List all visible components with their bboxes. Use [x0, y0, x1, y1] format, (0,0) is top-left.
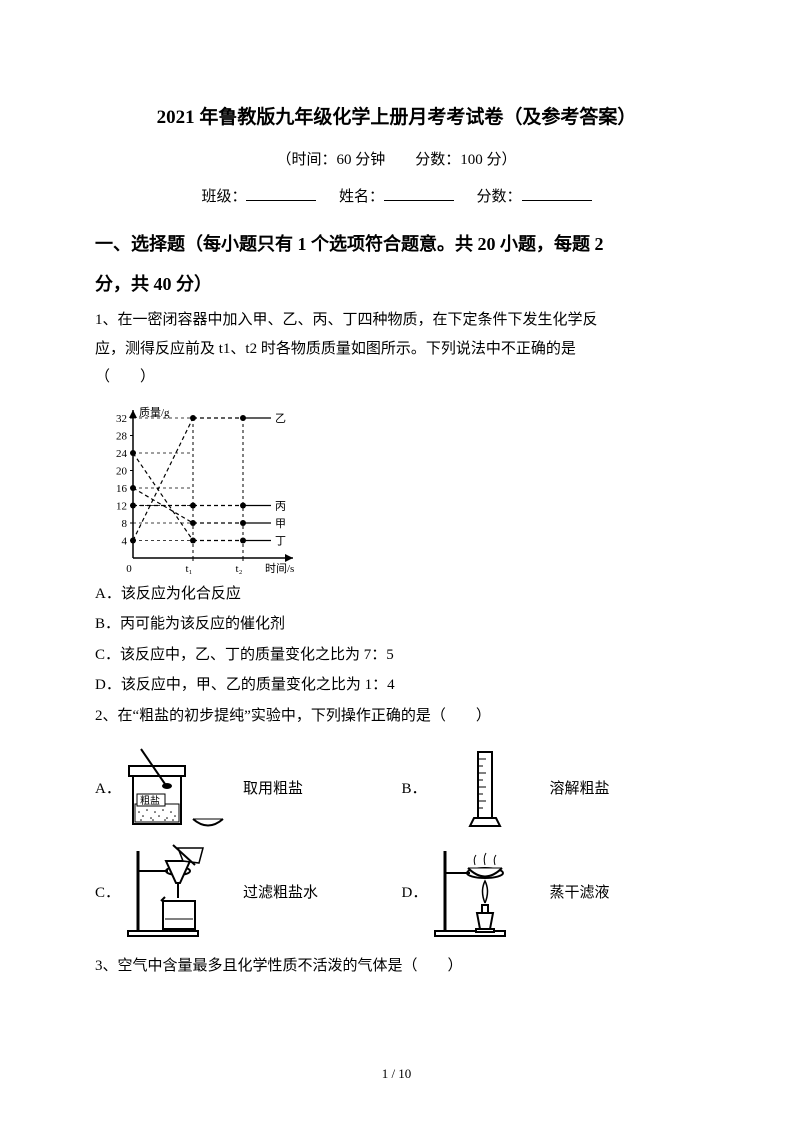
svg-text:8: 8 — [122, 518, 128, 530]
q1-option-d[interactable]: D．该反应中，甲、乙的质量变化之比为 1：4 — [95, 671, 698, 700]
svg-text:丁: 丁 — [275, 535, 286, 547]
q2-a-letter: A． — [95, 775, 113, 804]
svg-text:甲: 甲 — [275, 518, 286, 530]
svg-text:时间/s: 时间/s — [265, 562, 294, 575]
time-score-line: （时间：60 分钟 分数：100 分） — [95, 146, 698, 175]
q2-b-figure — [430, 744, 540, 834]
q2-c-letter: C． — [95, 879, 113, 908]
q2-row-1: A． — [95, 744, 698, 834]
section-1-heading-l2: 分，共 40 分） — [95, 265, 698, 305]
svg-text:24: 24 — [116, 448, 128, 460]
svg-text:质量/g: 质量/g — [139, 406, 170, 419]
q1-stem-line2: 应，测得反应前及 t1、t2 时各物质质量如图所示。下列说法中不正确的是 — [95, 335, 698, 364]
svg-text:t₂: t₂ — [236, 563, 243, 575]
class-blank[interactable] — [246, 185, 316, 201]
q1-stem-line1: 1、在一密闭容器中加入甲、乙、丙、丁四种物质，在下定条件下发生化学反 — [95, 306, 698, 335]
q2-d-letter: D． — [402, 879, 420, 908]
q1-option-c[interactable]: C．该反应中，乙、丁的质量变化之比为 7：5 — [95, 641, 698, 670]
q2-c-label: 过滤粗盐水 — [243, 879, 318, 908]
q2-a-figure: 粗盐 — [123, 744, 233, 834]
svg-text:丙: 丙 — [275, 500, 286, 512]
section-1-heading-l1: 一、选择题（每小题只有 1 个选项符合题意。共 20 小题，每题 2 — [95, 225, 698, 265]
class-label: 班级： — [201, 189, 246, 205]
svg-text:4: 4 — [122, 535, 128, 547]
svg-text:32: 32 — [116, 413, 127, 425]
question-2: 2、在“粗盐的初步提纯”实验中，下列操作正确的是（ ） A． — [95, 702, 698, 939]
q3-stem: 3、空气中含量最多且化学性质不活泼的气体是（ ） — [95, 952, 698, 981]
svg-text:乙: 乙 — [275, 412, 286, 425]
q2-row-2: C． — [95, 848, 698, 938]
svg-text:t₁: t₁ — [186, 563, 193, 575]
q2-option-b[interactable]: B． 溶解粗盐 — [402, 744, 699, 834]
q2-option-d[interactable]: D． — [402, 848, 699, 938]
name-label: 姓名： — [339, 189, 384, 205]
q2-d-figure — [430, 848, 540, 938]
svg-text:28: 28 — [116, 430, 128, 442]
q2-a-label: 取用粗盐 — [243, 775, 303, 804]
page-number: 1 / 10 — [0, 1062, 793, 1087]
q1-stem-line3: （ ） — [95, 363, 698, 392]
q1-mass-time-chart: 质量/g 时间/s 4 8 12 16 20 24 28 32 0 t₁ t₂ 乙丙甲丁 — [95, 398, 325, 578]
student-info-row: 班级： 姓名： 分数： — [95, 183, 698, 212]
q2-option-c[interactable]: C． — [95, 848, 392, 938]
score-blank[interactable] — [522, 185, 592, 201]
q2-c-figure — [123, 848, 233, 938]
q2-option-a[interactable]: A． — [95, 744, 392, 834]
score-label: 分数： — [477, 189, 522, 205]
svg-text:16: 16 — [116, 483, 128, 495]
svg-text:20: 20 — [116, 465, 128, 477]
q1-option-b[interactable]: B．丙可能为该反应的催化剂 — [95, 610, 698, 639]
exam-page: 2021 年鲁教版九年级化学上册月考考试卷（及参考答案） （时间：60 分钟 分… — [0, 0, 793, 1122]
q2-stem: 2、在“粗盐的初步提纯”实验中，下列操作正确的是（ ） — [95, 702, 698, 731]
q2-b-letter: B． — [402, 775, 420, 804]
question-1: 1、在一密闭容器中加入甲、乙、丙、丁四种物质，在下定条件下发生化学反 应，测得反… — [95, 306, 698, 700]
section-1-heading: 一、选择题（每小题只有 1 个选项符合题意。共 20 小题，每题 2 分，共 4… — [95, 225, 698, 304]
q2-d-label: 蒸干滤液 — [550, 879, 610, 908]
page-title: 2021 年鲁教版九年级化学上册月考考试卷（及参考答案） — [95, 100, 698, 136]
q1-option-a[interactable]: A．该反应为化合反应 — [95, 580, 698, 609]
svg-text:0: 0 — [126, 563, 132, 575]
name-blank[interactable] — [384, 185, 454, 201]
jar-label-text: 粗盐 — [140, 794, 160, 807]
question-3: 3、空气中含量最多且化学性质不活泼的气体是（ ） — [95, 952, 698, 981]
q2-b-label: 溶解粗盐 — [550, 775, 610, 804]
svg-text:12: 12 — [116, 500, 127, 512]
